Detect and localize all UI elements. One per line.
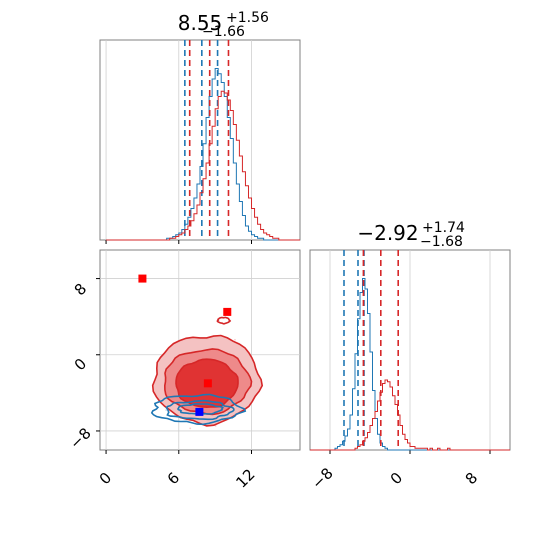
- joint-xtick-0: 0: [96, 469, 115, 488]
- marginal-x-hist-1: [106, 90, 300, 241]
- title-x-plus: +1.56: [226, 10, 269, 26]
- joint-sample-point-red: [189, 427, 192, 430]
- joint-marker-1: [223, 307, 232, 316]
- joint-marker-3: [195, 407, 204, 416]
- joint-xtick-6: 6: [164, 469, 183, 488]
- joint-x-ticks: 0 6 12: [96, 465, 259, 491]
- joint-sample-point-red: [234, 338, 236, 341]
- joint-sample-point-blue: [165, 409, 168, 412]
- joint-panel: [96, 249, 301, 454]
- joint-ytick-neg8: −8: [66, 424, 94, 452]
- marginal-x-panel: [99, 39, 301, 244]
- joint-ytick-0: 0: [71, 355, 90, 374]
- joint-contour-blue-middle: [165, 399, 235, 421]
- marginal-y-x-ticks: −8 0 8: [308, 464, 481, 492]
- joint-marker-0: [138, 274, 147, 283]
- marginal-y-panel: [309, 249, 511, 454]
- marg-xtick-8: 8: [462, 469, 481, 488]
- title-y-minus: −1.68: [420, 234, 463, 250]
- joint-contour-blue-inner: [176, 403, 225, 415]
- joint-marker-2: [203, 379, 212, 388]
- joint-y-ticks: −8 0 8: [66, 280, 94, 453]
- title-x-minus: −1.66: [202, 24, 245, 40]
- marg-xtick-neg8: −8: [308, 464, 336, 492]
- marginal-y-hist-1: [310, 379, 510, 451]
- joint-contour-blue-outer: [150, 393, 247, 426]
- title-y: −2.92: [357, 221, 418, 245]
- joint-contour-red-island: [216, 316, 232, 325]
- marginal-x-hist-0: [106, 68, 300, 241]
- joint-xtick-12: 12: [232, 465, 258, 491]
- joint-frame: [99, 249, 301, 451]
- title-y-plus: +1.74: [422, 220, 465, 236]
- joint-ytick-8: 8: [71, 280, 90, 299]
- marg-xtick-0: 0: [387, 469, 406, 488]
- marginal-x-frame: [99, 39, 301, 241]
- title-x: 8.55: [178, 11, 223, 35]
